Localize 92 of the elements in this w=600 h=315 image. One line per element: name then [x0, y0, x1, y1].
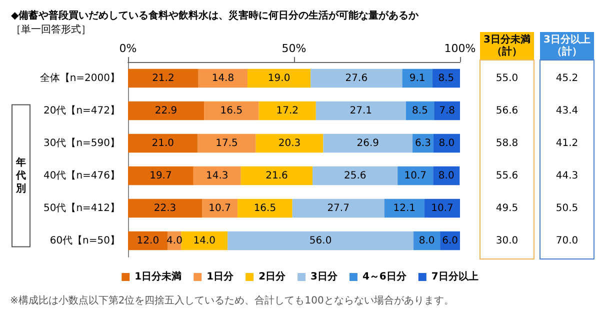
data-label: 8.0 — [438, 138, 455, 149]
data-label: 19.0 — [268, 72, 290, 84]
text: 年代別 — [15, 156, 26, 194]
data-label: 17.2 — [276, 105, 298, 116]
data-label: 21.0 — [152, 138, 174, 149]
x-tick-label: 50% — [282, 42, 306, 55]
bar — [128, 68, 198, 88]
legend-label: 4～6日分 — [362, 270, 408, 282]
data-label: 16.5 — [220, 105, 243, 116]
data-label: 26.9 — [356, 138, 380, 149]
data-label: 8.0 — [418, 235, 435, 246]
text: 3日分未満（計） — [484, 34, 530, 58]
bar — [312, 166, 398, 186]
y-tick-label: 50代【n=412】 — [43, 202, 120, 214]
bar — [310, 68, 402, 88]
bar — [256, 134, 324, 153]
bar — [402, 68, 432, 88]
bar — [292, 198, 384, 218]
bar — [128, 134, 198, 153]
text: 49.5 — [496, 202, 518, 214]
bar — [316, 101, 406, 120]
y-tick-label: 30代【n=590】 — [43, 136, 120, 149]
data-label: 20.3 — [278, 138, 301, 149]
bar — [238, 198, 292, 218]
text: 55.0 — [496, 72, 518, 84]
legend-label: 1日分 — [206, 270, 235, 282]
data-label: 22.3 — [154, 202, 176, 214]
data-label: 25.6 — [344, 170, 366, 182]
text: ※構成比は小数点以下第2位を四捨五入しているため、合計しても100とならない場合があります。 — [10, 294, 454, 306]
legend-label: 2日分 — [258, 270, 287, 282]
bar — [198, 134, 256, 153]
legend-label: 3日分 — [310, 270, 338, 282]
bar — [128, 101, 204, 120]
text: 43.4 — [556, 105, 578, 116]
legend-label: 1日分未満 — [134, 270, 182, 282]
data-label: 21.6 — [266, 170, 288, 182]
data-label: 8.0 — [438, 170, 454, 182]
bar — [198, 68, 248, 88]
text: 55.6 — [496, 170, 518, 182]
bar — [258, 101, 316, 120]
text: 30.0 — [496, 235, 518, 246]
legend-label: 7日分以上 — [431, 270, 478, 282]
text: 50.5 — [556, 202, 578, 214]
data-label: 6.3 — [415, 138, 431, 149]
bar — [128, 198, 202, 218]
y-tick-label: 20代【n=472】 — [43, 104, 120, 116]
data-label: 10.7 — [431, 202, 454, 214]
data-label: 19.7 — [150, 170, 172, 182]
y-tick-label: 40代【n=476】 — [43, 169, 120, 182]
text: 45.2 — [556, 72, 578, 84]
data-label: 10.7 — [404, 170, 426, 182]
bar — [323, 134, 413, 153]
data-label: 10.7 — [208, 202, 231, 214]
data-label: 14.8 — [212, 72, 234, 84]
text: 44.3 — [556, 170, 578, 182]
chart-subtitle: ［単一回答形式］ — [11, 24, 91, 36]
x-tick-label: 100% — [444, 42, 476, 55]
data-label: 17.5 — [216, 138, 238, 149]
y-tick-label: 全体【n=2000】 — [40, 72, 120, 84]
chart-title: ◆備蓄や普段買いだめしている食料や飲料水は、災害時に何日分の生活が可能な量があるか — [11, 10, 420, 22]
data-label: 21.2 — [152, 72, 174, 84]
text: 70.0 — [556, 235, 578, 246]
data-label: 12.1 — [393, 202, 416, 214]
data-label: 9.1 — [409, 72, 426, 84]
text: 41.2 — [556, 138, 578, 149]
text: 58.8 — [496, 138, 518, 149]
data-label: 27.6 — [345, 72, 368, 84]
data-label: 12.0 — [136, 235, 160, 246]
bar — [193, 166, 241, 186]
text: 56.6 — [496, 105, 518, 116]
data-label: 56.0 — [309, 235, 332, 246]
bar — [228, 231, 414, 250]
data-label: 8.5 — [412, 105, 428, 116]
y-tick-label: 60代【n=50】 — [50, 234, 120, 246]
data-label: 4.0 — [166, 235, 182, 246]
bar — [248, 68, 311, 88]
x-tick-label: 0% — [119, 42, 137, 55]
data-label: 16.5 — [254, 202, 276, 214]
bar — [384, 198, 424, 218]
bar — [204, 101, 259, 120]
bar — [128, 166, 194, 186]
data-label: 22.9 — [154, 105, 178, 116]
text: 3日分以上（計） — [544, 34, 590, 58]
data-label: 6.0 — [442, 235, 458, 246]
bar — [181, 231, 228, 250]
data-label: 7.8 — [439, 105, 456, 116]
data-label: 27.7 — [327, 202, 350, 214]
bar — [240, 166, 313, 186]
data-label: 14.0 — [193, 235, 216, 246]
data-label: 27.1 — [350, 105, 372, 116]
data-label: 14.3 — [206, 170, 228, 182]
data-label: 8.5 — [438, 72, 454, 84]
